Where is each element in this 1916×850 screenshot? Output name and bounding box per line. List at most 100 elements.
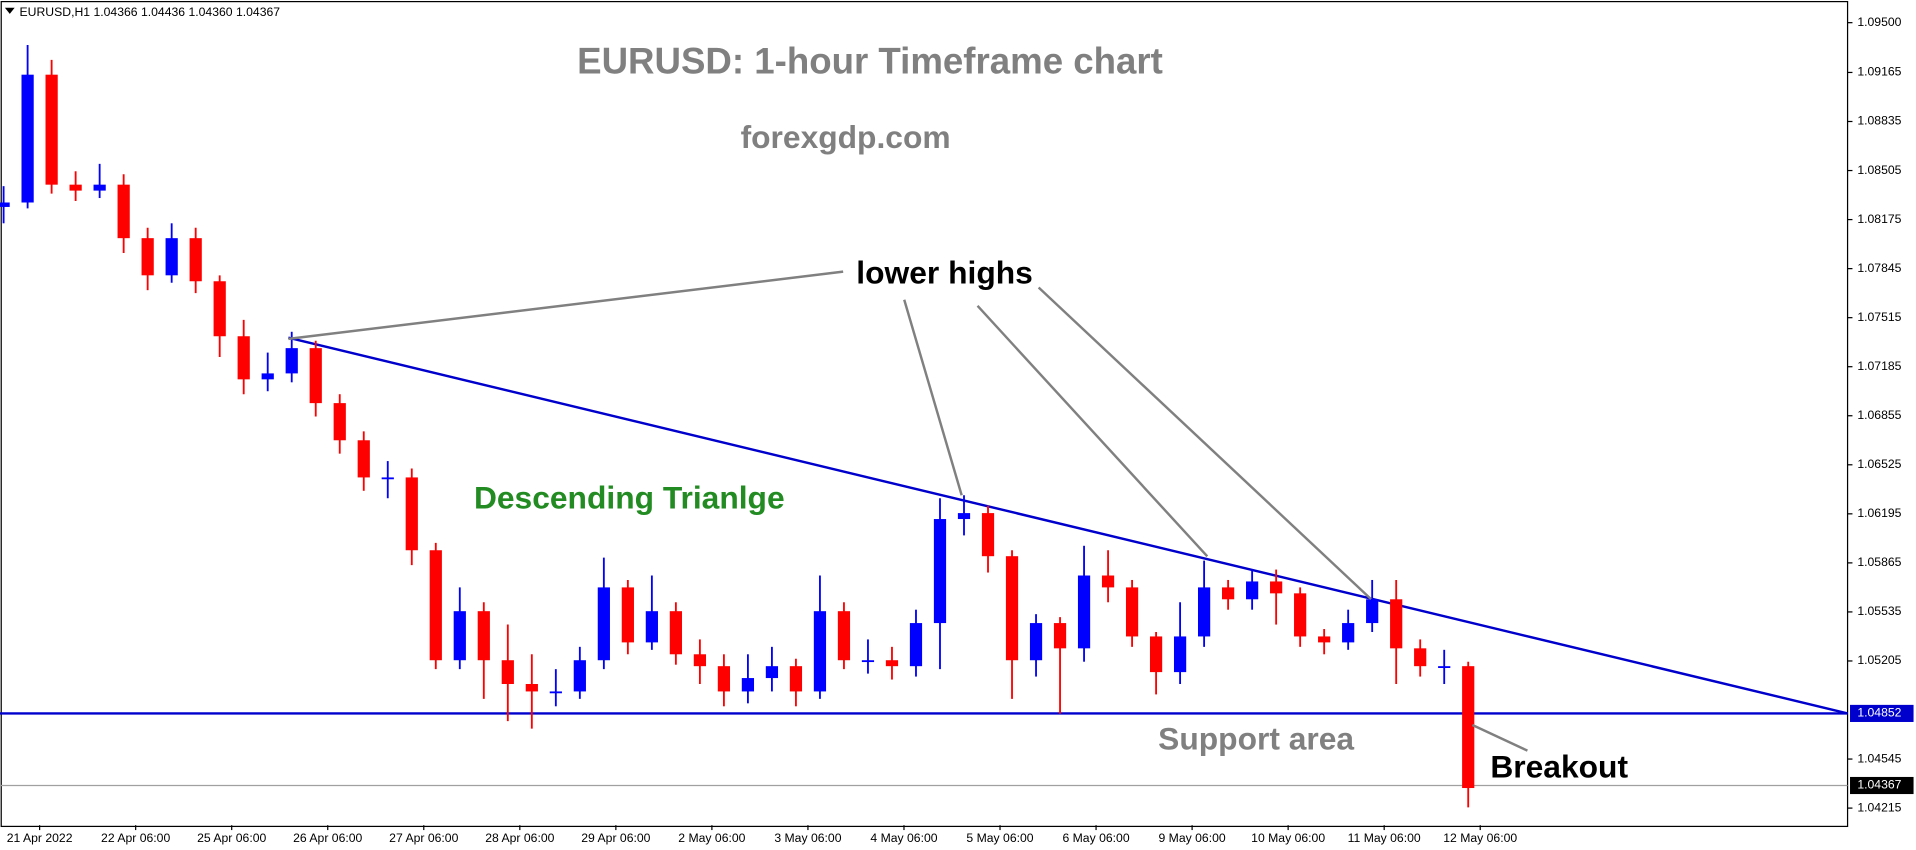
candle-body — [1462, 666, 1475, 789]
x-tick-label: 29 Apr 06:00 — [581, 831, 650, 845]
annotation: lower highs — [856, 255, 1033, 291]
candle-body — [141, 238, 154, 276]
annotation: Support area — [1158, 720, 1354, 756]
candle-body — [1149, 636, 1163, 673]
menu-arrow — [4, 7, 15, 14]
x-tick-label: 4 May 06:00 — [870, 831, 937, 845]
x-tick-label: 6 May 06:00 — [1062, 831, 1129, 845]
candle-body — [597, 587, 610, 661]
candle-body — [21, 74, 34, 203]
plot-frame — [0, 0, 1849, 828]
candle-body — [957, 513, 971, 520]
candle-body — [837, 611, 851, 661]
candle-body — [405, 477, 418, 551]
y-tick-label: 1.09500 — [1857, 15, 1901, 29]
callout-line — [976, 305, 1209, 558]
candle-body — [933, 519, 947, 624]
candle-body — [165, 238, 178, 276]
candle-body — [1222, 587, 1235, 600]
trendline — [288, 336, 1848, 715]
y-tick-label: 1.07185 — [1857, 359, 1901, 373]
candle-body — [261, 373, 274, 380]
header: EURUSD,H1 1.04366 1.04436 1.04360 1.0436… — [20, 5, 281, 19]
candle-body — [717, 666, 731, 692]
candle-body — [693, 654, 707, 667]
candle-body — [861, 660, 875, 663]
candle-body — [813, 611, 827, 692]
candle-body — [381, 477, 394, 480]
candle-body — [1005, 556, 1019, 661]
x-tick-label: 28 Apr 06:00 — [485, 831, 554, 845]
x-tick-label: 3 May 06:00 — [774, 831, 841, 845]
x-tick-label: 12 May 06:00 — [1443, 831, 1517, 845]
x-tick-label: 21 Apr 2022 — [7, 831, 73, 845]
candle-body — [1390, 599, 1403, 649]
candle-body — [0, 202, 10, 207]
candle-body — [1101, 575, 1115, 588]
price-tag-label: 1.04367 — [1857, 778, 1901, 792]
candle-body — [117, 184, 130, 239]
x-tick-label: 25 Apr 06:00 — [197, 831, 266, 845]
y-tick-label: 1.08175 — [1857, 212, 1901, 226]
y-tick-label: 1.06855 — [1857, 408, 1901, 422]
candle-body — [237, 336, 250, 380]
candle-body — [1077, 575, 1091, 649]
x-tick-label: 11 May 06:00 — [1348, 831, 1421, 845]
candle-body — [909, 623, 923, 667]
candle-body — [213, 281, 226, 337]
candle-body — [501, 660, 514, 685]
x-tick-label: 9 May 06:00 — [1159, 831, 1226, 845]
y-tick-label: 1.08835 — [1857, 114, 1901, 128]
y-tick-label: 1.07845 — [1857, 261, 1901, 275]
candle-body — [885, 660, 899, 667]
x-tick-label: 26 Apr 06:00 — [293, 831, 362, 845]
candle-body — [1053, 623, 1067, 649]
candle-body — [1414, 648, 1427, 667]
candle-body — [621, 587, 634, 643]
y-tick-label: 1.04215 — [1857, 800, 1901, 814]
candle-body — [981, 513, 995, 557]
callout-line — [1037, 286, 1372, 601]
candle-body — [549, 691, 562, 694]
annotation: Descending Trianlge — [474, 480, 785, 516]
y-tick-label: 1.08505 — [1857, 163, 1901, 177]
candle-body — [1246, 581, 1259, 600]
candle-body — [789, 666, 803, 692]
chart-title: EURUSD: 1-hour Timeframe chart — [577, 41, 1163, 82]
x-tick-label: 10 May 06:00 — [1251, 831, 1325, 845]
candle-body — [525, 684, 538, 692]
candle-body — [1366, 599, 1379, 624]
y-tick-label: 1.07515 — [1857, 310, 1901, 324]
candle-body — [741, 678, 755, 692]
price-tag — [1850, 776, 1914, 795]
callout-line — [903, 299, 963, 496]
x-tick-label: 2 May 06:00 — [678, 831, 745, 845]
candle-body — [429, 550, 442, 661]
candle-body — [669, 611, 682, 655]
candle-body — [1197, 587, 1211, 637]
callout-line — [1471, 723, 1528, 752]
price-tag — [1850, 704, 1914, 722]
y-tick-label: 1.05865 — [1857, 555, 1901, 569]
candle-body — [1438, 666, 1451, 669]
candle-body — [189, 238, 202, 282]
chart-subtitle: forexgdp.com — [741, 119, 951, 155]
candle-body — [93, 184, 106, 191]
candle-body — [1270, 581, 1283, 594]
candle-body — [69, 184, 82, 191]
callout-lines — [288, 270, 1528, 752]
annotation: Breakout — [1490, 748, 1628, 784]
candle-body — [765, 666, 779, 679]
x-tick-label: 22 Apr 06:00 — [101, 831, 170, 845]
candle-body — [1029, 623, 1043, 661]
y-tick-label: 1.06525 — [1857, 457, 1901, 471]
callout-line — [288, 270, 844, 341]
candle-body — [453, 611, 466, 661]
candle-body — [309, 348, 322, 404]
y-tick-label: 1.05535 — [1857, 604, 1901, 618]
price-tag-label: 1.04852 — [1857, 706, 1901, 720]
candle-body — [1125, 587, 1139, 637]
candle-body — [45, 74, 58, 185]
